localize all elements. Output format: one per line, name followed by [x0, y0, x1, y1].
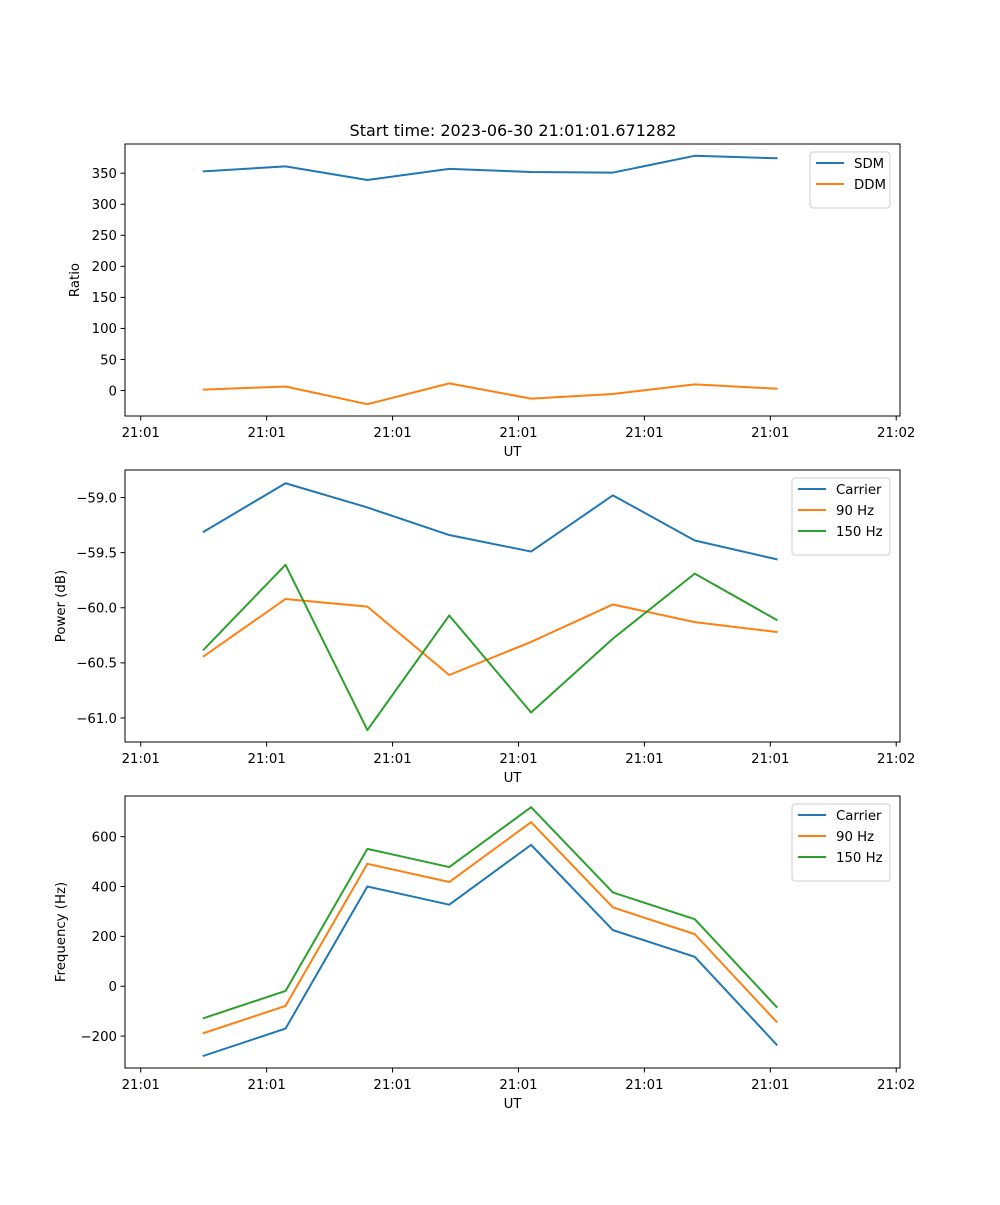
panel-2-series-line-150-hz [202, 563, 778, 732]
panel-1-y-tick-label: 350 [92, 167, 117, 182]
panel-1-y-tick-label: 50 [100, 353, 117, 368]
panel-3-x-tick-label: 21:01 [247, 1078, 285, 1093]
panel-1-y-axis-label: Ratio [68, 263, 83, 297]
panel-2-x-tick-label: 21:01 [373, 752, 411, 767]
panel-3-y-tick-label: 600 [92, 830, 117, 845]
panel-2-y-tick-label: −59.5 [76, 546, 117, 561]
panel-2-axes-frame [124, 469, 901, 743]
panel-1-x-tick-label: 21:01 [751, 426, 789, 441]
panel-1-y-tick-label: 250 [92, 229, 117, 244]
panel-2-series-line-90-hz [202, 597, 778, 676]
panel-2-x-tick-label: 21:01 [247, 752, 285, 767]
panel-3-x-tick-label: 21:01 [373, 1078, 411, 1093]
panel-1-x-tick-label: 21:01 [373, 426, 411, 441]
panel-2-y-tick-label: −60.5 [76, 657, 117, 672]
panel-3-x-tick-label: 21:01 [751, 1078, 789, 1093]
panel-2-legend-label-90-hz: 90 Hz [836, 504, 874, 519]
panel-1-x-tick-label: 21:02 [877, 426, 915, 441]
panel-1-legend-box [809, 151, 891, 209]
panel-2-legend-label-150-hz: 150 Hz [836, 525, 883, 540]
panel-2-x-tick-label: 21:01 [122, 752, 160, 767]
panel-3-y-tick-label: 200 [92, 930, 117, 945]
panel-1-series-line-ddm [202, 382, 778, 406]
panel-3-x-tick-label: 21:01 [625, 1078, 663, 1093]
panel-1-y-tick-label: 0 [109, 384, 117, 399]
panel-2-x-tick-label: 21:02 [877, 752, 915, 767]
panel-3-x-tick-label: 21:02 [877, 1078, 915, 1093]
panel-3-series-line-carrier [202, 843, 779, 1058]
panel-1-legend-label-sdm: SDM [854, 157, 884, 172]
panel-3-y-axis-label: Frequency (Hz) [54, 882, 69, 982]
panel-2-y-tick-label: −61.0 [76, 712, 117, 727]
panel-3-legend-label-carrier: Carrier [836, 809, 882, 824]
panel-2-series-line-carrier [202, 482, 778, 561]
panel-3-axes-frame [124, 795, 901, 1069]
panel-2-x-tick-label: 21:01 [625, 752, 663, 767]
panel-1-y-tick-label: 100 [92, 322, 117, 337]
panel-1-x-tick-label: 21:01 [247, 426, 285, 441]
panel-1-y-tick-label: 300 [92, 198, 117, 213]
panel-2-y-axis-label: Power (dB) [54, 570, 69, 642]
panel-2-x-tick-label: 21:01 [751, 752, 789, 767]
panel-3-x-axis-label: UT [504, 1097, 523, 1112]
panel-2-x-axis-label: UT [504, 771, 523, 786]
panel-3-x-tick-label: 21:01 [499, 1078, 537, 1093]
panel-3-legend-label-90-hz: 90 Hz [836, 830, 874, 845]
panel-3-y-tick-label: 0 [109, 980, 117, 995]
panel-3-legend-box [791, 803, 891, 882]
panel-2-legend-label-carrier: Carrier [836, 483, 882, 498]
panel-3-x-tick-label: 21:01 [122, 1078, 160, 1093]
panel-2-x-tick-label: 21:01 [499, 752, 537, 767]
panel-1-axes-frame [124, 143, 901, 417]
panel-3-y-tick-label: −200 [80, 1030, 117, 1045]
panel-1-legend-label-ddm: DDM [854, 178, 886, 193]
panel-1-y-tick-label: 200 [92, 260, 117, 275]
panel-3-series-line-90-hz [202, 821, 779, 1035]
panel-1-y-tick-label: 150 [92, 291, 117, 306]
panel-3-series-line-150-hz [202, 806, 779, 1020]
panel-1-x-axis-label: UT [504, 445, 523, 460]
panel-3-legend-label-150-hz: 150 Hz [836, 851, 883, 866]
panel-1-series-line-sdm [202, 154, 778, 182]
panel-2-y-tick-label: −60.0 [76, 602, 117, 617]
panel-1-x-tick-label: 21:01 [625, 426, 663, 441]
panel-1-x-tick-label: 21:01 [499, 426, 537, 441]
panel-1-x-tick-label: 21:01 [122, 426, 160, 441]
panel-3-y-tick-label: 400 [92, 880, 117, 895]
panel-2-y-tick-label: −59.0 [76, 491, 117, 506]
chart-title: Start time: 2023-06-30 21:01:01.671282 [350, 121, 677, 140]
panel-2-legend-box [791, 477, 891, 556]
